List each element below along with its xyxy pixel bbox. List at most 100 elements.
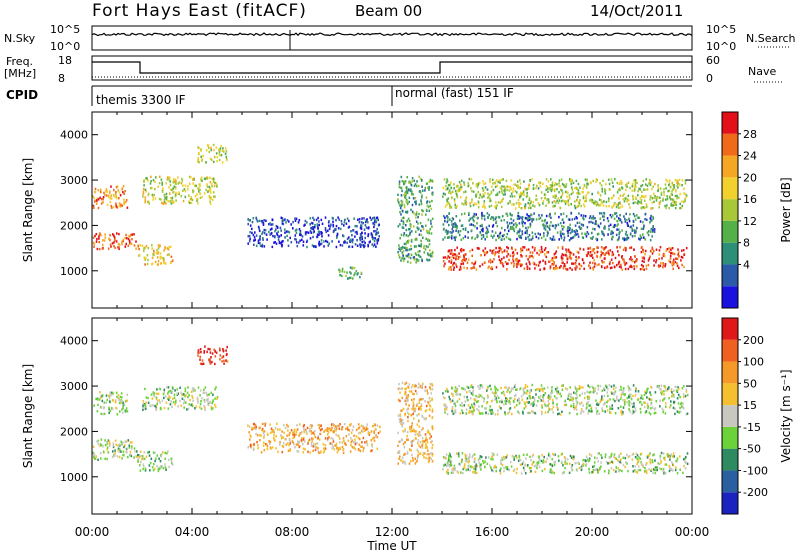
echo-cell: [479, 465, 481, 469]
echo-cell: [526, 265, 529, 268]
echo-cell: [426, 453, 429, 456]
echo-cell: [626, 185, 628, 188]
echo-cell: [564, 264, 567, 268]
echo-cell: [424, 418, 427, 421]
echo-cell: [553, 200, 556, 203]
echo-cell: [371, 217, 374, 220]
echo-cell: [331, 443, 334, 446]
echo-cell: [540, 384, 543, 387]
echo-cell: [516, 180, 519, 183]
echo-cell: [450, 261, 452, 264]
echo-cell: [526, 453, 528, 456]
echo-cell: [618, 197, 620, 200]
echo-cell: [159, 460, 162, 463]
echo-cell: [131, 233, 134, 236]
echo-cell: [615, 212, 618, 215]
echo-cell: [512, 258, 514, 261]
echo-cell: [605, 205, 608, 208]
echo-cell: [250, 435, 252, 438]
echo-cell: [601, 261, 604, 264]
echo-cell: [654, 471, 657, 475]
echo-cell: [428, 258, 431, 262]
echo-cell: [103, 191, 105, 195]
echo-cell: [397, 414, 400, 417]
echo-cell: [574, 231, 577, 234]
echo-cell: [286, 234, 288, 238]
echo-cell: [507, 185, 510, 189]
echo-cell: [322, 451, 325, 454]
echo-cell: [219, 147, 222, 150]
echo-cell: [164, 246, 166, 249]
echo-cell: [442, 456, 445, 459]
echo-cell: [294, 237, 296, 241]
echo-cell: [610, 197, 613, 200]
echo-cell: [519, 463, 522, 467]
echo-cell: [147, 401, 150, 404]
echo-cell: [417, 244, 420, 247]
echo-cell: [218, 158, 221, 162]
echo-cell: [570, 192, 573, 196]
echo-cell: [523, 193, 525, 196]
echo-cell: [587, 459, 590, 463]
echo-cell: [644, 253, 646, 256]
echo-cell: [174, 193, 177, 196]
echo-cell: [171, 462, 173, 465]
echo-cell: [330, 223, 332, 226]
echo-cell: [284, 426, 287, 430]
beam-title: Beam 00: [355, 2, 422, 20]
echo-cell: [521, 247, 523, 250]
echo-cell: [450, 186, 452, 190]
echo-cell: [580, 408, 583, 411]
echo-cell: [627, 267, 630, 271]
echo-cell: [106, 398, 108, 402]
echo-cell: [677, 186, 679, 189]
echo-cell: [670, 453, 672, 456]
echo-cell: [451, 255, 453, 258]
echo-cell: [296, 244, 299, 248]
echo-cell: [625, 249, 627, 252]
echo-cell: [208, 393, 210, 396]
echo-cell: [159, 175, 161, 178]
echo-cell: [416, 258, 418, 261]
echo-cell: [350, 437, 352, 440]
echo-cell: [157, 469, 160, 473]
echo-cell: [600, 198, 602, 202]
echo-cell: [602, 204, 605, 207]
echo-cell: [402, 250, 405, 253]
echo-cell: [160, 178, 163, 181]
echo-cell: [482, 229, 484, 233]
echo-cell: [640, 462, 643, 465]
echo-cell: [341, 426, 344, 429]
freq-trace: [92, 61, 692, 78]
echo-cell: [444, 220, 446, 223]
echo-cell: [181, 177, 183, 181]
echo-cell: [598, 198, 601, 201]
echo-cell: [639, 268, 642, 271]
echo-region-5: [247, 216, 380, 249]
echo-cell: [403, 242, 406, 246]
echo-cell: [336, 451, 339, 454]
echo-cell: [110, 391, 113, 394]
echo-cell: [531, 455, 534, 458]
echo-cell: [133, 456, 135, 459]
echo-cell: [610, 455, 612, 458]
echo-cell: [210, 182, 213, 186]
echo-cell: [594, 456, 596, 459]
echo-cell: [319, 432, 322, 436]
echo-cell: [494, 217, 497, 221]
echo-cell: [515, 454, 517, 458]
echo-cell: [424, 433, 427, 436]
echo-cell: [348, 219, 350, 223]
echo-cell: [554, 204, 556, 207]
echo-cell: [283, 431, 285, 434]
echo-cell: [541, 250, 544, 253]
echo-cell: [226, 345, 228, 349]
echo-cell: [558, 199, 561, 202]
echo-cell: [543, 224, 545, 227]
colorbar-tick-label: 4: [743, 258, 750, 271]
echo-cell: [142, 467, 144, 471]
echo-cell: [473, 202, 476, 205]
echo-cell: [423, 246, 425, 249]
echo-cell: [633, 267, 636, 271]
echo-cell: [564, 202, 567, 206]
